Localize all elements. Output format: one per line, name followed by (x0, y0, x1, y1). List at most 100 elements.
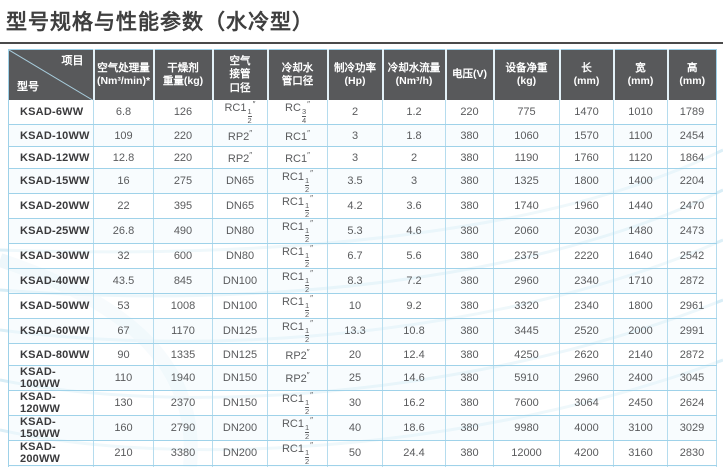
data-cell: 12000 (493, 440, 560, 466)
table-row: KSAD-50WW 53 1008 DN100 RC1 1 2 ″ 10 9.2 380 3320 23… (8, 293, 717, 319)
spec-table: 项目 型号 空气处理量 (Nm³/min)* 干燥剂 重量(kg) 空气 接管 口径 冷却水 管口径… (8, 49, 717, 467)
table-row: KSAD-15WW 16 275 DN65 RC1 1 2 ″ 3.5 3 380 1325 1800 1… (8, 168, 717, 194)
model-cell: KSAD-20WW (8, 193, 94, 219)
data-cell: RC1″ (267, 124, 328, 147)
data-cell: RC1 1 2 ″ (267, 318, 328, 344)
data-cell: 1440 (613, 193, 668, 219)
header-cell: 设备净重 (kg) (493, 49, 561, 100)
header-cell: 冷却水 管口径 (267, 49, 329, 100)
data-cell: 90 (93, 343, 154, 366)
data-cell: 3.6 (382, 193, 446, 219)
data-cell: 2470 (667, 193, 717, 219)
data-cell: 275 (153, 168, 213, 194)
data-cell: 2450 (613, 390, 668, 416)
data-cell: RC1 1 2 ″ (267, 293, 328, 319)
data-cell: RC 3 4 ″ (267, 100, 328, 125)
data-cell: 1470 (559, 100, 614, 125)
data-cell: 1335 (153, 343, 213, 366)
data-cell: 12.4 (382, 343, 446, 366)
header-cell: 干燥剂 重量(kg) (153, 49, 214, 100)
model-cell: KSAD-120WW (8, 390, 94, 416)
data-cell: RP3″ (267, 465, 328, 467)
data-cell: 600 (153, 243, 213, 269)
data-cell: 67 (93, 318, 154, 344)
corner-cell: 项目 型号 (8, 49, 95, 100)
data-cell: 1400 (613, 168, 668, 194)
data-cell: 10.8 (382, 318, 446, 344)
data-cell: 3320 (493, 293, 560, 319)
data-cell: 2000 (613, 318, 668, 344)
data-cell: 1.2 (382, 100, 446, 125)
data-cell: 5.3 (327, 218, 383, 244)
data-cell: 3380 (153, 440, 213, 466)
data-cell: 1710 (613, 268, 668, 294)
data-cell: 2872 (667, 268, 717, 294)
data-cell: 1800 (613, 293, 668, 319)
model-cell: KSAD-60WW (8, 318, 94, 344)
data-cell: 380 (445, 293, 494, 319)
data-cell: 1940 (153, 365, 213, 391)
data-cell: 9.2 (382, 293, 446, 319)
data-cell: 2520 (559, 318, 614, 344)
data-cell: 50 (327, 440, 383, 466)
data-cell: 2204 (667, 168, 717, 194)
data-cell: 2030 (559, 218, 614, 244)
header-cell: 冷却水流量 (Nm³/h) (382, 49, 447, 100)
data-cell: RC1 1 2 ″ (267, 218, 328, 244)
data-cell: 4.2 (327, 193, 383, 219)
data-cell: RC1 1 2 ″ (267, 390, 328, 416)
data-cell: DN100 (212, 293, 268, 319)
data-cell: 160 (93, 415, 154, 441)
data-cell: 1325 (493, 168, 560, 194)
data-cell: 380 (445, 390, 494, 416)
data-cell: 32 (93, 243, 154, 269)
data-cell: DN80 (212, 218, 268, 244)
table-row: KSAD-25WW 26.8 490 DN80 RC1 1 2 ″ 5.3 4.6 380 2060 2… (8, 218, 717, 244)
model-cell: KSAD-25WW (8, 218, 94, 244)
corner-diagonal-line (9, 50, 93, 100)
data-cell: 2960 (559, 365, 614, 391)
data-cell: 2872 (667, 343, 717, 366)
data-cell: 9980 (493, 415, 560, 441)
data-cell: 2473 (667, 218, 717, 244)
data-cell: 3510 (667, 465, 717, 467)
header-cell: 制冷功率 (Hp) (327, 49, 384, 100)
data-cell: 380 (445, 268, 494, 294)
data-cell: 220 (445, 100, 494, 125)
title-divider (0, 42, 723, 44)
data-cell: 2454 (667, 124, 717, 147)
data-cell: 18.6 (382, 415, 446, 441)
data-cell: 395 (153, 193, 213, 219)
table-body: KSAD-6WW 6.8 126 RC1 1 2 ″ RC 3 4 ″ 2 1.2 220 775 1470 1… (8, 100, 717, 467)
table-header: 项目 型号 空气处理量 (Nm³/min)* 干燥剂 重量(kg) 空气 接管 口径 冷却水 管口径… (8, 49, 717, 100)
data-cell: 1960 (559, 193, 614, 219)
model-cell: KSAD-100WW (8, 365, 94, 391)
data-cell: 30.2 (382, 465, 446, 467)
data-cell: 1010 (613, 100, 668, 125)
data-cell: DN65 (212, 193, 268, 219)
data-cell: RC1 1 2 ″ (267, 440, 328, 466)
data-cell: 3 (327, 146, 383, 169)
data-cell: 5.6 (382, 243, 446, 269)
model-cell: KSAD-80WW (8, 343, 94, 366)
data-cell: 1789 (667, 100, 717, 125)
data-cell: 8.3 (327, 268, 383, 294)
data-cell: RP2″ (212, 146, 268, 169)
data-cell: 2542 (667, 243, 717, 269)
data-cell: 2 (327, 100, 383, 125)
model-cell: KSAD-30WW (8, 243, 94, 269)
header-cell: 宽 (mm) (613, 49, 669, 100)
header-cell: 高 (mm) (667, 49, 717, 100)
data-cell: 1100 (613, 124, 668, 147)
model-cell: KSAD-50WW (8, 293, 94, 319)
data-cell: 2140 (613, 343, 668, 366)
data-cell: RC1 1 2 ″ (267, 415, 328, 441)
data-cell: 65 (327, 465, 383, 467)
data-cell: 10 (327, 293, 383, 319)
data-cell: 2220 (559, 243, 614, 269)
data-cell: 220 (153, 124, 213, 147)
data-cell: 3 (382, 168, 446, 194)
data-cell: 1.8 (382, 124, 446, 147)
data-cell: 380 (445, 343, 494, 366)
data-cell: 380 (445, 440, 494, 466)
